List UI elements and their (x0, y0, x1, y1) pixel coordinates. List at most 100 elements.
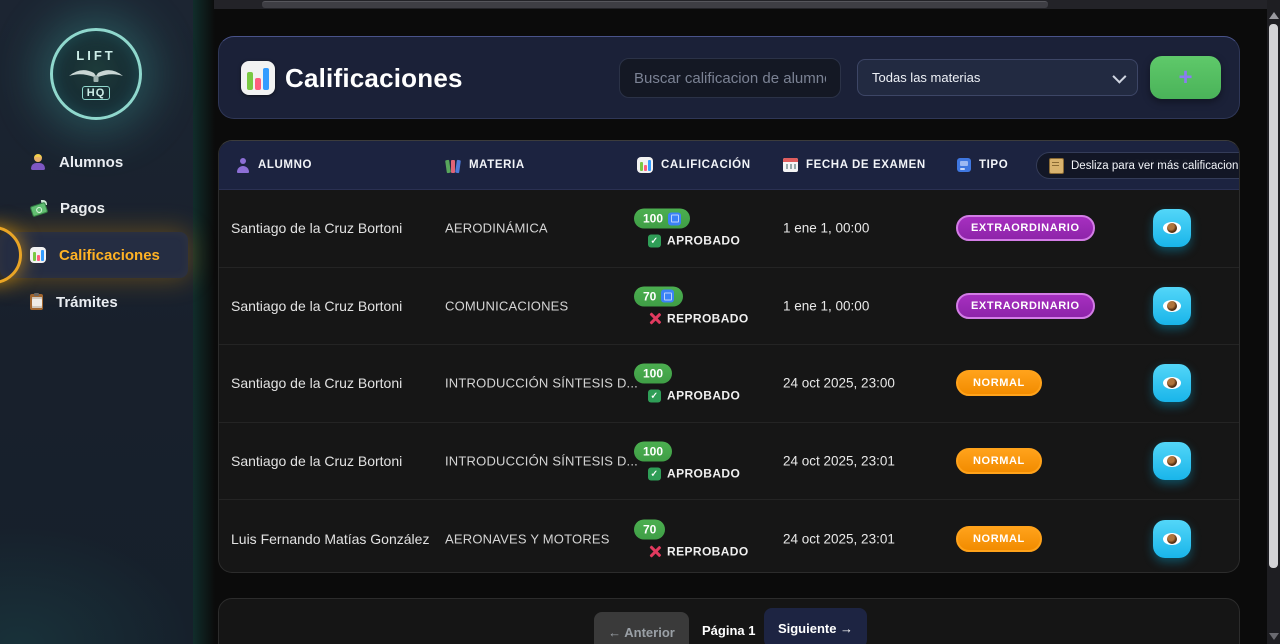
column-header-fecha: FECHA DE EXAMEN (783, 141, 926, 189)
sidebar-item-pagos[interactable]: Pagos (0, 186, 193, 230)
x-icon (648, 545, 661, 558)
check-icon: ✓ (648, 234, 661, 248)
pagination-bar: ← Anterior Página 1 Siguiente → (218, 598, 1240, 644)
student-name: Santiago de la Cruz Bortoni (231, 220, 403, 237)
subject-name: AERODINÁMICA (445, 220, 548, 236)
logo-text-top: LIFT (76, 48, 116, 63)
numbers-icon (668, 212, 682, 226)
sidebar-item-label: Trámites (56, 293, 118, 311)
grade-cell: 100 ✓ APROBADO (634, 441, 740, 481)
tooltip-text: Desliza para ver más calificaciones (1071, 159, 1240, 172)
view-grade-button[interactable] (1153, 519, 1191, 558)
scroll-up-arrow[interactable] (1269, 12, 1279, 19)
table-row[interactable]: Santiago de la Cruz Bortoni INTRODUCCIÓN… (219, 345, 1239, 423)
status-badge: ✓ APROBADO (648, 234, 740, 248)
logo-text-bottom: HQ (81, 86, 111, 100)
logo-circle: LIFT HQ (50, 28, 142, 120)
column-header-alumno: ALUMNO (235, 141, 312, 189)
horizontal-scrollbar-thumb[interactable] (262, 1, 1048, 8)
table-row[interactable]: Santiago de la Cruz Bortoni INTRODUCCIÓN… (219, 423, 1239, 501)
wings-icon (69, 70, 123, 82)
view-grade-button[interactable] (1153, 364, 1191, 403)
status-badge: ✓ APROBADO (648, 389, 740, 403)
bar-chart-icon (30, 247, 46, 263)
column-header-calificacion: CALIFICACIÓN (637, 141, 751, 189)
search-input[interactable] (619, 58, 841, 98)
scroll-tooltip: Desliza para ver más calificaciones (1036, 152, 1240, 179)
eye-icon (1163, 222, 1181, 235)
table-row[interactable]: Santiago de la Cruz Bortoni AERODINÁMICA… (219, 190, 1239, 268)
table-header: ALUMNO MATERIA CALIFICACIÓN FECHA DE EXA… (219, 141, 1239, 190)
type-badge: NORMAL (956, 448, 1042, 475)
sidebar-item-alumnos[interactable]: Alumnos (0, 140, 193, 184)
next-page-button[interactable]: Siguiente → (764, 608, 867, 644)
sidebar-menu: Alumnos Pagos Calificaciones Trámites (0, 138, 193, 326)
table-row[interactable]: Santiago de la Cruz Bortoni COMUNICACION… (219, 268, 1239, 346)
eye-icon (1163, 299, 1181, 312)
horizontal-scrollbar[interactable] (214, 0, 1268, 9)
exam-date: 24 oct 2025, 23:01 (783, 531, 895, 547)
type-badge: EXTRAORDINARIO (956, 215, 1095, 242)
page-title: Calificaciones (285, 62, 463, 93)
subject-name: COMUNICACIONES (445, 298, 569, 314)
student-name: Santiago de la Cruz Bortoni (231, 375, 403, 392)
type-badge: NORMAL (956, 370, 1042, 397)
view-grade-button[interactable] (1153, 286, 1191, 325)
exam-date: 24 oct 2025, 23:00 (783, 375, 895, 391)
money-icon (29, 200, 49, 218)
scroll-down-arrow[interactable] (1269, 633, 1279, 640)
title-wrap: Calificaciones (241, 61, 463, 95)
sidebar-item-label: Calificaciones (59, 246, 160, 264)
exam-date: 24 oct 2025, 23:01 (783, 453, 895, 469)
type-badge: EXTRAORDINARIO (956, 292, 1095, 319)
column-header-tipo: TIPO (957, 141, 1008, 189)
type-cell: NORMAL (956, 448, 1042, 475)
table-row[interactable]: Luis Fernando Matías González AERONAVES … (219, 500, 1239, 572)
grade-cell: 70 REPROBADO (634, 519, 749, 558)
eye-icon (1163, 455, 1181, 468)
actions-cell (1153, 209, 1191, 248)
prev-page-button[interactable]: ← Anterior (594, 612, 689, 644)
scroll-icon (1049, 157, 1064, 174)
person-icon (235, 157, 250, 173)
add-grade-button[interactable]: + (1150, 56, 1221, 99)
exam-date: 1 ene 1, 00:00 (783, 220, 870, 236)
student-icon (30, 154, 46, 170)
subject-name: INTRODUCCIÓN SÍNTESIS D... (445, 453, 638, 469)
actions-cell (1153, 442, 1191, 481)
sidebar-item-label: Alumnos (59, 153, 124, 171)
subject-filter-select[interactable]: Todas las materias (857, 59, 1138, 96)
plus-icon: + (1178, 63, 1193, 91)
page-header: Calificaciones Todas las materias + (218, 36, 1240, 119)
table-body: Santiago de la Cruz Bortoni AERODINÁMICA… (219, 190, 1239, 572)
grades-table: ALUMNO MATERIA CALIFICACIÓN FECHA DE EXA… (218, 140, 1240, 573)
chevron-down-icon (1112, 69, 1127, 84)
actions-cell (1153, 286, 1191, 325)
view-grade-button[interactable] (1153, 442, 1191, 481)
vertical-scrollbar-thumb[interactable] (1269, 24, 1278, 568)
type-cell: NORMAL (956, 525, 1042, 552)
grade-badge: 70 (634, 519, 666, 540)
eye-icon (1163, 532, 1181, 545)
type-badge: NORMAL (956, 525, 1042, 552)
check-icon: ✓ (648, 389, 661, 403)
view-grade-button[interactable] (1153, 209, 1191, 248)
grades-icon (241, 61, 275, 95)
type-cell: NORMAL (956, 370, 1042, 397)
vertical-scrollbar[interactable] (1267, 0, 1280, 644)
subject-filter-value: Todas las materias (872, 70, 981, 85)
sidebar-item-tramites[interactable]: Trámites (0, 280, 193, 324)
status-badge: ✓ APROBADO (648, 467, 740, 481)
check-icon: ✓ (648, 467, 661, 481)
bar-chart-icon (637, 157, 653, 173)
grade-badge: 100 (634, 441, 673, 462)
grade-cell: 100 ✓ APROBADO (634, 208, 740, 248)
grade-badge: 100 (634, 208, 691, 229)
page-indicator: Página 1 (702, 623, 756, 638)
calendar-icon (783, 158, 798, 172)
sidebar-item-calificaciones[interactable]: Calificaciones (0, 232, 188, 278)
status-badge: REPROBADO (648, 544, 749, 558)
actions-cell (1153, 364, 1191, 403)
status-badge: REPROBADO (648, 311, 749, 325)
